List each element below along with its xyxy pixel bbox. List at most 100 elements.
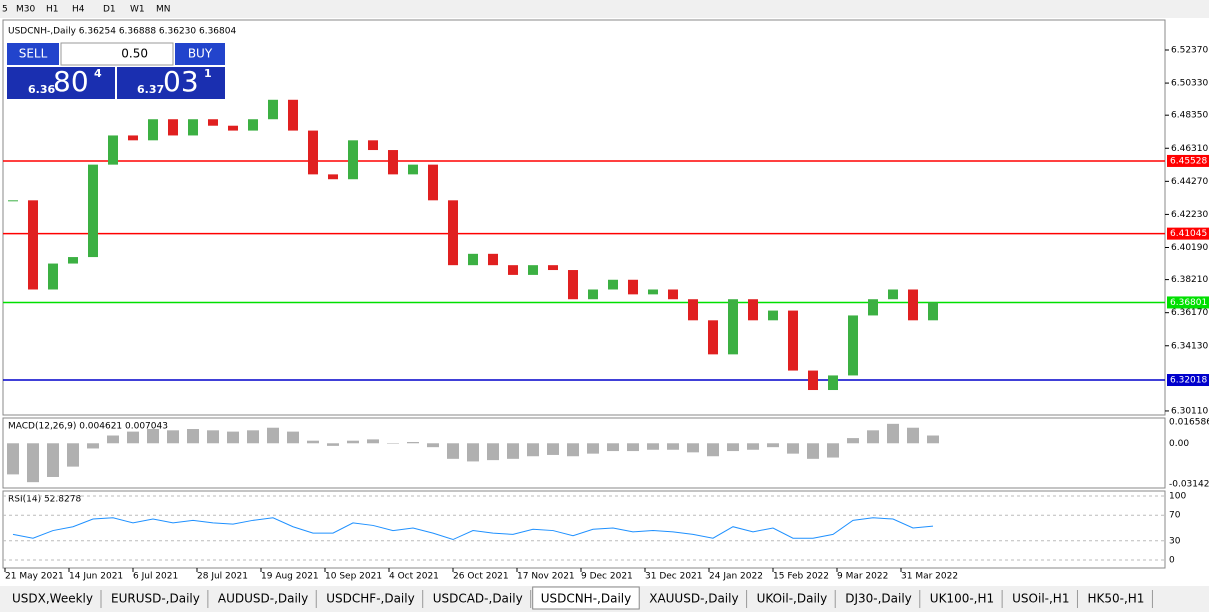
candle	[608, 279, 618, 290]
rsi-tick-label: 0	[1169, 556, 1175, 566]
candle	[768, 310, 778, 321]
macd-bar	[667, 443, 679, 450]
timeframe-button[interactable]: D1	[103, 5, 116, 15]
macd-bar	[147, 429, 159, 444]
candle	[748, 299, 758, 321]
candle	[388, 150, 398, 175]
candle	[268, 99, 278, 120]
x-tick-label: 31 Mar 2022	[901, 572, 958, 582]
candle	[348, 140, 358, 180]
lot-value: 0.50	[121, 47, 148, 61]
candle	[48, 263, 58, 290]
bid-box[interactable]	[7, 67, 115, 99]
candle	[28, 200, 38, 290]
macd-bar	[127, 431, 139, 444]
candle	[788, 310, 798, 371]
candle	[688, 299, 698, 321]
lot-input[interactable]	[60, 42, 174, 66]
y-tick-label: 6.38210	[1171, 275, 1208, 285]
candle	[568, 270, 578, 300]
macd-bar	[867, 430, 879, 444]
level-label: 6.32018	[1170, 376, 1207, 386]
rsi-pane	[2, 490, 1166, 569]
macd-bar	[827, 443, 839, 458]
timeframe-button[interactable]: W1	[130, 5, 145, 15]
macd-bar	[247, 430, 259, 444]
macd-bar	[207, 430, 219, 444]
candle	[288, 99, 298, 131]
ask-box[interactable]	[117, 67, 225, 99]
tab[interactable]: XAUUSD-,Daily	[649, 592, 738, 606]
bid-frac: 4	[94, 67, 102, 80]
tab[interactable]: USOil-,H1	[1012, 592, 1069, 606]
y-tick-label: 6.44270	[1171, 177, 1208, 187]
x-tick-label: 14 Jun 2021	[69, 572, 123, 582]
macd-bar	[467, 443, 479, 462]
tab[interactable]: HK50-,H1	[1087, 592, 1144, 606]
candle	[328, 174, 338, 180]
macd-bar	[587, 443, 599, 454]
ask-frac: 1	[204, 67, 212, 80]
toolbar	[0, 0, 1209, 18]
timeframe-button[interactable]: H1	[46, 5, 59, 15]
timeframe-button[interactable]: 5	[2, 5, 8, 15]
macd-bar	[687, 443, 699, 453]
x-tick-label: 9 Dec 2021	[581, 572, 633, 582]
rsi-tick-label: 100	[1169, 492, 1186, 502]
candle	[108, 135, 118, 165]
tab[interactable]: USDCHF-,Daily	[326, 592, 414, 606]
x-tick-label: 24 Jan 2022	[709, 572, 763, 582]
macd-bar	[7, 443, 19, 475]
timeframe-button[interactable]: H4	[72, 5, 85, 15]
macd-bar	[487, 443, 499, 461]
macd-bar	[607, 443, 619, 452]
candle	[888, 289, 898, 300]
macd-bar	[307, 440, 319, 444]
macd-bar	[347, 440, 359, 444]
macd-bar	[187, 429, 199, 444]
macd-bar	[427, 443, 439, 448]
candle	[528, 265, 538, 275]
timeframe-button[interactable]: M30	[16, 5, 35, 15]
macd-tick-label: 0.00	[1169, 439, 1189, 449]
chart-title: USDCNH-,Daily 6.36254 6.36888 6.36230 6.…	[8, 27, 236, 37]
candle	[308, 130, 318, 175]
sell-button[interactable]	[7, 43, 59, 65]
bid-pips: 80	[53, 65, 89, 98]
level-badge	[1167, 374, 1209, 387]
macd-bar	[707, 443, 719, 457]
bid-big: 6.36	[28, 83, 55, 96]
macd-bar	[887, 423, 899, 444]
candle	[228, 125, 238, 131]
macd-bar	[87, 443, 99, 449]
macd-tick-label: 0.016586	[1169, 417, 1209, 427]
candle	[208, 119, 218, 126]
ask-pips: 03	[163, 65, 199, 98]
macd-bar	[767, 443, 779, 448]
macd-bar	[647, 443, 659, 450]
tab[interactable]: DJ30-,Daily	[845, 592, 912, 606]
candle	[728, 299, 738, 355]
x-tick-label: 28 Jul 2021	[197, 572, 248, 582]
candle	[868, 299, 878, 316]
rsi-tick-label: 70	[1169, 511, 1181, 521]
candle	[448, 200, 458, 266]
candle	[668, 289, 678, 300]
tab[interactable]: UKOil-,Daily	[757, 592, 828, 606]
candle	[468, 253, 478, 266]
buy-button[interactable]	[175, 43, 225, 65]
tab[interactable]: USDCNH-,Daily	[541, 592, 632, 606]
tab[interactable]: AUDUSD-,Daily	[218, 592, 308, 606]
tab[interactable]: USDX,Weekly	[12, 592, 93, 606]
macd-bar	[787, 443, 799, 454]
macd-bar	[847, 438, 859, 444]
timeframe-button[interactable]: MN	[156, 5, 171, 15]
x-tick-label: 10 Sep 2021	[325, 572, 382, 582]
tab[interactable]: UK100-,H1	[930, 592, 994, 606]
y-tick-label: 6.48350	[1171, 111, 1208, 121]
tab[interactable]: EURUSD-,Daily	[111, 592, 200, 606]
tab[interactable]: USDCAD-,Daily	[433, 592, 523, 606]
y-tick-label: 6.40190	[1171, 243, 1208, 253]
